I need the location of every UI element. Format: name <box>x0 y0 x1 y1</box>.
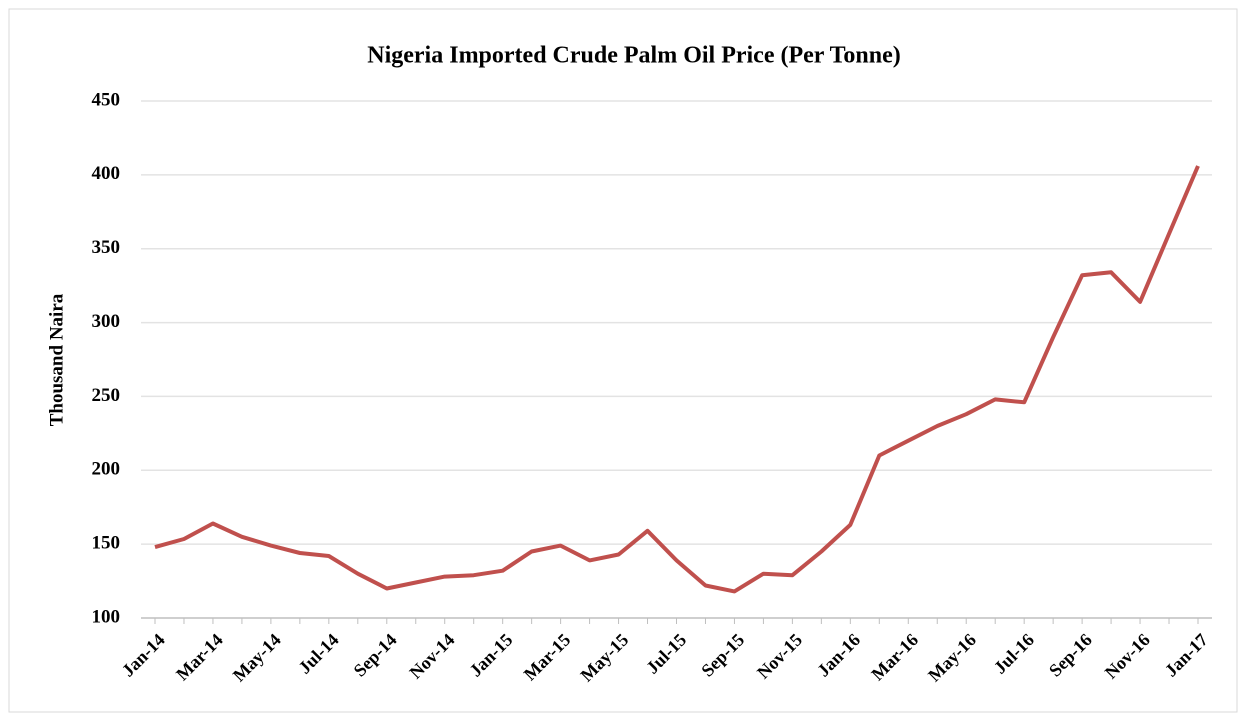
chart-title: Nigeria Imported Crude Palm Oil Price (P… <box>367 43 900 69</box>
y-tick-label: 100 <box>92 606 121 627</box>
y-tick-label: 450 <box>92 89 121 110</box>
chart-border <box>8 8 1238 713</box>
line-series <box>154 165 1200 594</box>
y-tick-label: 400 <box>92 163 121 184</box>
y-tick-label: 350 <box>92 237 121 258</box>
y-tick-label: 250 <box>92 385 121 406</box>
y-tick-label: 300 <box>92 311 121 332</box>
y-axis-label: Thousand Naira <box>46 293 67 426</box>
y-tick-label: 150 <box>92 533 121 554</box>
y-tick-label: 200 <box>92 459 121 480</box>
